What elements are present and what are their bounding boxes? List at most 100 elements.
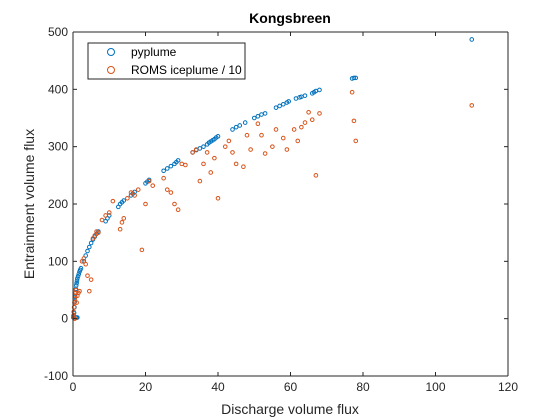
data-point: [251, 115, 257, 121]
data-point: [161, 168, 166, 174]
data-point: [168, 190, 174, 195]
data-point: [226, 138, 232, 144]
data-point: [273, 127, 279, 132]
data-point: [71, 304, 77, 310]
data-point: [237, 123, 243, 128]
data-point: [353, 75, 359, 81]
data-point: [175, 158, 181, 163]
data-point: [106, 210, 112, 215]
data-point: [273, 105, 279, 110]
data-point: [230, 150, 235, 155]
legend-marker-roms: [107, 66, 115, 74]
data-point: [88, 277, 94, 282]
data-point: [277, 103, 282, 109]
data-point: [233, 161, 239, 167]
x-axis-label: Discharge volume flux: [221, 401, 359, 417]
data-point: [259, 132, 264, 138]
data-point: [208, 170, 214, 175]
y-tick-label: 100: [48, 254, 68, 268]
data-point: [280, 101, 286, 107]
data-point: [212, 155, 217, 161]
data-point: [469, 37, 475, 42]
data-point: [146, 178, 152, 184]
data-point: [201, 144, 206, 149]
data-point: [302, 93, 308, 98]
data-point: [161, 175, 166, 181]
data-point: [286, 99, 291, 104]
data-point: [349, 89, 355, 95]
data-point: [317, 87, 322, 93]
data-point: [128, 190, 134, 195]
data-point: [175, 207, 181, 213]
data-point: [295, 138, 301, 144]
data-point: [73, 283, 79, 288]
data-point: [248, 147, 253, 152]
data-point: [183, 162, 188, 168]
x-tick-label: 20: [139, 380, 153, 394]
data-point: [85, 248, 90, 254]
data-point: [77, 288, 82, 294]
legend: pyplume ROMS iceplume / 10: [87, 42, 246, 80]
data-point: [135, 187, 141, 192]
data-point: [469, 103, 475, 108]
data-point: [306, 109, 311, 115]
data-point: [99, 217, 105, 223]
data-point: [230, 127, 235, 132]
y-tick-label: 400: [48, 82, 68, 96]
data-point: [164, 187, 170, 192]
data-point: [302, 120, 308, 125]
data-point: [172, 201, 177, 207]
data-point: [313, 173, 319, 178]
data-point: [103, 213, 108, 218]
data-point: [132, 193, 137, 198]
data-point: [88, 240, 94, 246]
data-point: [85, 273, 90, 278]
data-point: [233, 124, 239, 130]
legend-marker-pyplume: [107, 48, 115, 56]
data-point: [351, 75, 357, 81]
data-point: [83, 261, 88, 267]
data-point: [353, 138, 359, 144]
data-point: [121, 198, 127, 203]
x-tick-label: 40: [211, 380, 225, 394]
data-point: [255, 121, 261, 127]
legend-label-pyplume: pyplume: [131, 45, 177, 59]
data-point: [262, 111, 268, 116]
legend-box: [87, 42, 246, 80]
data-point: [75, 273, 81, 279]
data-point: [150, 183, 156, 188]
data-point: [74, 278, 80, 284]
x-tick-label: 80: [356, 380, 370, 394]
data-point: [117, 226, 123, 232]
data-point: [96, 230, 101, 235]
data-point: [121, 216, 127, 221]
plot-area: [73, 32, 508, 376]
data-point: [215, 134, 221, 139]
y-axis-label: Entrainment volume flux: [21, 129, 37, 279]
x-tick-label: 120: [498, 380, 518, 394]
data-point: [143, 201, 148, 207]
data-point: [190, 150, 195, 155]
data-point: [75, 276, 80, 281]
data-point: [222, 144, 228, 149]
data-point: [204, 150, 210, 155]
data-point: [351, 118, 357, 124]
data-point: [119, 220, 125, 225]
data-point: [92, 233, 98, 238]
data-point: [270, 144, 275, 149]
data-point: [87, 244, 92, 250]
data-point: [76, 271, 82, 277]
data-point: [244, 132, 250, 138]
data-point: [110, 198, 116, 204]
data-point: [71, 309, 77, 315]
legend-label-roms: ROMS iceplume / 10: [131, 63, 242, 77]
data-point: [215, 195, 221, 201]
data-point: [242, 120, 248, 125]
data-point: [255, 113, 261, 119]
data-point: [317, 111, 322, 116]
y-tick-label: 0: [61, 312, 68, 326]
data-point: [81, 256, 87, 261]
data-point: [280, 135, 286, 141]
